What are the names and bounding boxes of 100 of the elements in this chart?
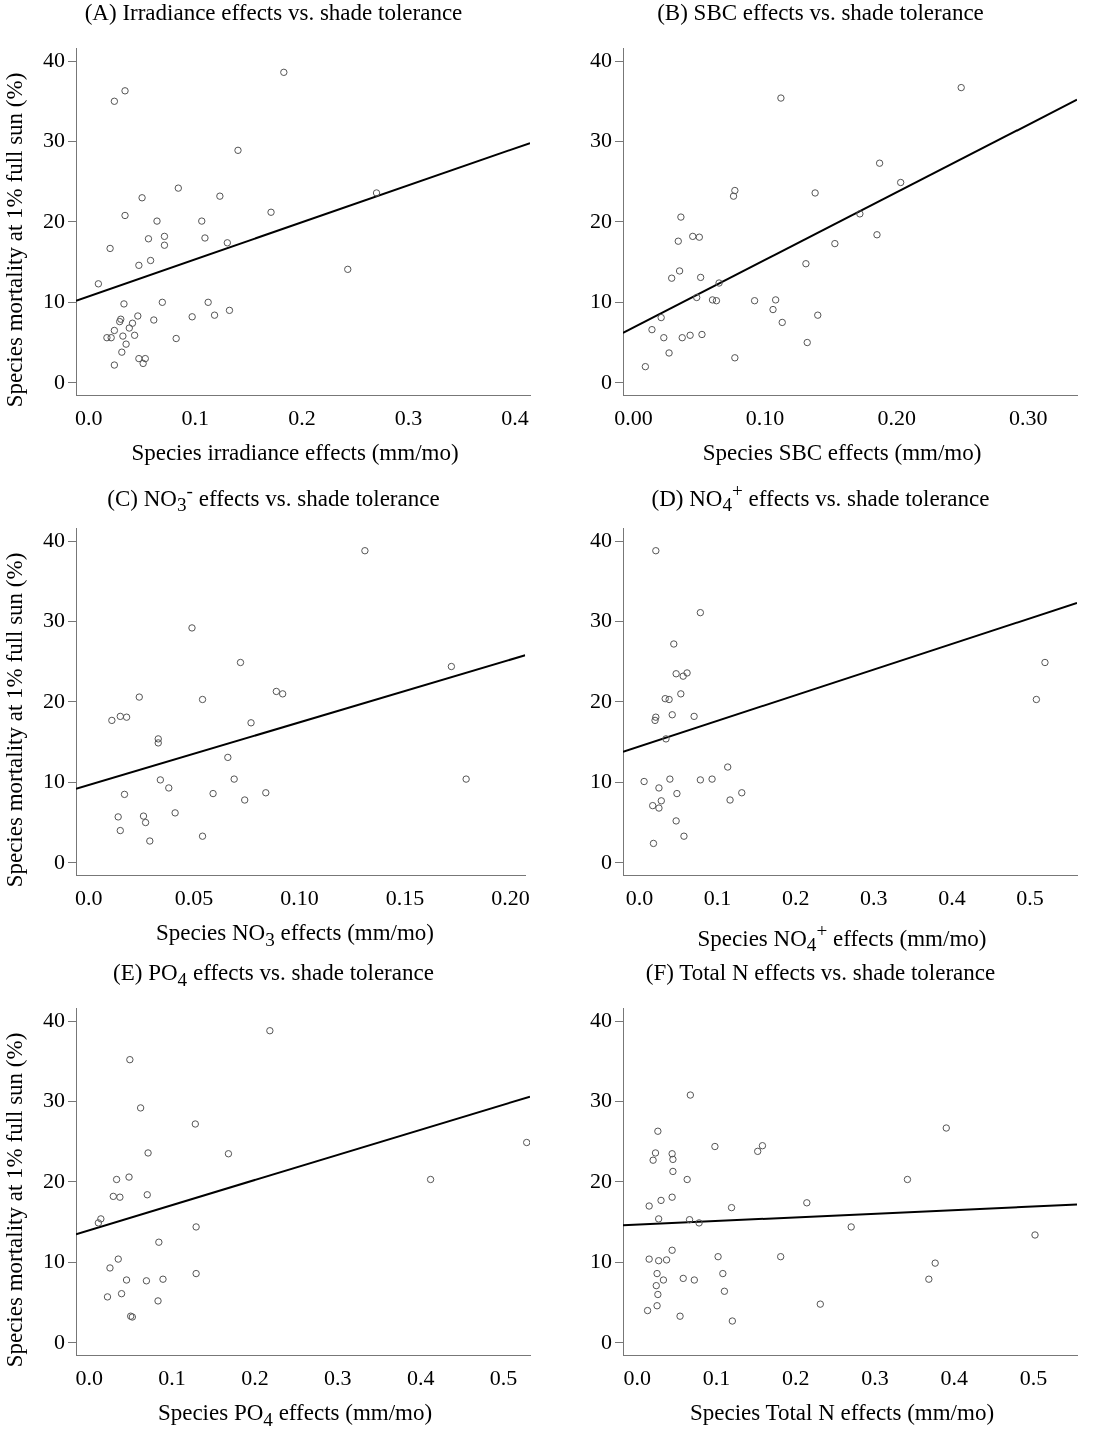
point: [667, 274, 676, 282]
point: [673, 789, 681, 798]
x-tick-label: 0.4: [501, 404, 529, 430]
point: [677, 213, 685, 221]
point: [831, 239, 839, 248]
point: [856, 210, 864, 218]
point: [645, 1202, 653, 1210]
point: [146, 837, 154, 845]
point: [726, 796, 734, 804]
point: [1032, 695, 1041, 704]
point: [241, 796, 249, 804]
point: [144, 1149, 152, 1157]
point: [188, 313, 196, 321]
y-tick-label: 0: [601, 848, 612, 874]
y-tick-label: 0: [601, 368, 612, 394]
point: [669, 1167, 677, 1176]
point: [657, 1196, 665, 1205]
point: [192, 1223, 200, 1231]
point: [110, 361, 119, 369]
point: [711, 1142, 719, 1151]
point: [776, 1252, 785, 1261]
point: [720, 1287, 729, 1295]
point: [814, 311, 822, 319]
point: [651, 1149, 660, 1157]
point: [236, 658, 245, 667]
point: [672, 670, 680, 678]
point: [683, 1175, 691, 1184]
point: [117, 1289, 126, 1298]
point: [522, 1138, 530, 1147]
point: [655, 784, 663, 792]
point: [154, 735, 162, 743]
point: [198, 217, 206, 225]
point: [925, 1275, 933, 1283]
x-tick-label: 0.10: [745, 404, 785, 430]
y-tick-label: 10: [590, 288, 612, 314]
point: [135, 354, 143, 363]
point: [676, 1312, 684, 1320]
point: [942, 1124, 950, 1132]
y-axis-title: Species mortality at 1% full sun (%): [2, 72, 28, 408]
x-tick-label: 0.2: [288, 404, 316, 430]
y-tick-label: 20: [590, 687, 612, 713]
point: [657, 797, 665, 805]
point: [802, 260, 810, 268]
x-tick-label: 0.20: [491, 884, 530, 910]
point: [653, 1269, 661, 1278]
point: [714, 1252, 722, 1261]
x-tick-label: 0.4: [940, 1364, 968, 1390]
y-tick-label: 40: [590, 46, 612, 72]
point: [272, 687, 281, 696]
point: [116, 826, 124, 835]
point: [648, 801, 657, 810]
point: [657, 313, 665, 322]
y-tick-label: 40: [43, 46, 65, 72]
point: [121, 87, 129, 95]
point: [654, 1215, 663, 1223]
point: [262, 789, 270, 797]
x-tick-label: 0.3: [394, 404, 423, 430]
point: [640, 777, 648, 786]
point: [136, 1104, 145, 1112]
point: [931, 1259, 939, 1267]
point: [708, 775, 716, 783]
x-axis-title: Species irradiance effects (mm/mo): [130, 440, 460, 466]
point: [103, 334, 111, 342]
point: [668, 1193, 676, 1201]
y-tick-label: 10: [590, 768, 612, 794]
point: [267, 208, 275, 216]
point: [641, 362, 650, 371]
point: [122, 1276, 131, 1284]
y-tick-label: 30: [590, 607, 612, 633]
point: [174, 184, 183, 192]
x-tick-label: 0.3: [861, 1364, 889, 1390]
point: [669, 1155, 677, 1164]
point: [134, 312, 142, 320]
chart-title: (F) Total N effects vs. shade tolerance: [644, 960, 997, 986]
point: [674, 237, 682, 245]
point: [188, 624, 196, 632]
y-tick-label: 30: [590, 1087, 612, 1113]
point: [811, 189, 819, 197]
point: [708, 296, 717, 304]
point: [680, 832, 688, 840]
y-tick-label: 20: [590, 1167, 612, 1193]
point: [112, 1175, 121, 1184]
point: [155, 1238, 163, 1246]
x-tick-label: 0.3: [860, 884, 888, 910]
point: [234, 146, 242, 155]
point: [120, 790, 129, 799]
point: [690, 712, 698, 721]
point: [662, 1256, 671, 1264]
y-tick-label: 40: [43, 1006, 65, 1032]
x-tick-label: 0.30: [1009, 404, 1048, 430]
point: [172, 334, 180, 343]
x-axis-title: Species PO$_{4}$ effects (mm/mo): [156, 1400, 434, 1431]
x-tick-label: 0.2: [781, 1364, 810, 1390]
chart-title: (C) NO$_{3}$$^{-}$ effects vs. shade tolerance: [106, 480, 441, 517]
chart-title: (E) PO$_{4}$ effects vs. shade tolerance: [112, 960, 435, 991]
point: [201, 234, 209, 242]
y-tick-label: 30: [43, 127, 65, 153]
x-tick-label: 0.0: [75, 1364, 104, 1390]
point: [724, 763, 732, 771]
point: [361, 547, 369, 555]
